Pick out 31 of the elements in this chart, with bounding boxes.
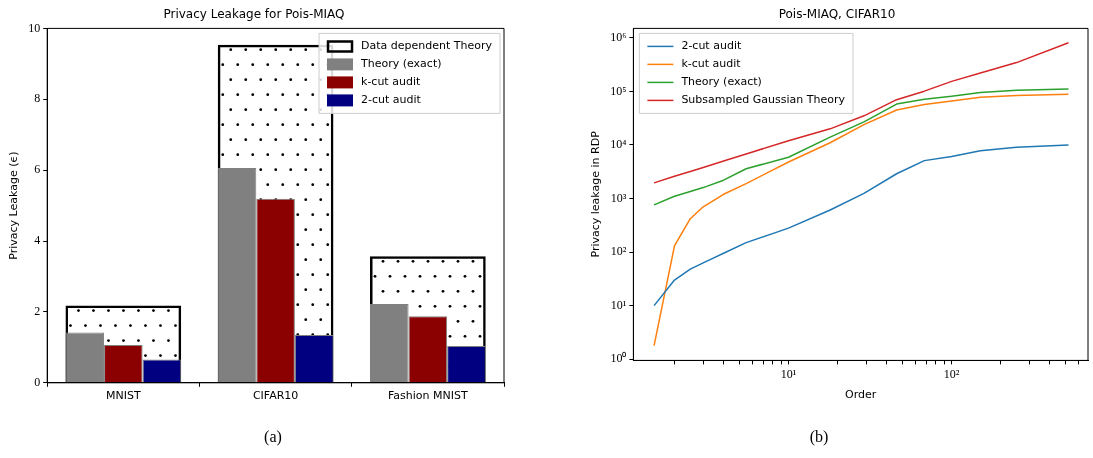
y-tick-label: 10³	[610, 190, 627, 205]
legend-label: k-cut audit	[681, 57, 742, 71]
y-tick-label: 10²	[610, 244, 627, 259]
chart-title: Pois-MIAQ, CIFAR10	[778, 7, 896, 22]
legend-label: Theory (exact)	[360, 57, 442, 71]
x-tick-label: MNIST	[106, 389, 141, 403]
legend-label: Data dependent Theory	[361, 39, 493, 53]
y-tick-label: 10⁶	[610, 29, 627, 44]
legend-label: 2-cut audit	[681, 39, 742, 53]
y-tick-label: 6	[34, 162, 41, 177]
x-axis-title: Order	[845, 388, 877, 402]
y-tick-label: 10⁰	[610, 351, 627, 366]
y-axis-title: Privacy leakage in RDP	[589, 130, 603, 258]
y-tick-label: 10¹	[610, 297, 627, 312]
y-tick-label: 8	[34, 91, 41, 106]
y-tick-label: 2	[34, 304, 41, 319]
legend-label: 2-cut audit	[361, 93, 422, 107]
text: (a)	[263, 428, 283, 446]
chart-title: Privacy Leakage for Pois-MIAQ	[163, 7, 345, 22]
y-tick-label: 10⁴	[610, 137, 627, 152]
legend-label: Subsampled Gaussian Theory	[681, 93, 846, 107]
y-tick-label: 10	[28, 20, 41, 35]
text: (b)	[808, 428, 830, 446]
y-axis-title: Privacy Leakage (ϵ)	[7, 151, 21, 260]
y-tick-label: 0	[34, 374, 41, 389]
legend-label: Theory (exact)	[680, 75, 762, 89]
y-tick-label: 10⁵	[610, 83, 627, 98]
y-tick-label: 4	[34, 233, 41, 248]
x-tick-label: Fashion MNIST	[388, 389, 468, 403]
legend-label: k-cut audit	[361, 75, 421, 89]
x-tick-label: CIFAR10	[252, 389, 299, 403]
